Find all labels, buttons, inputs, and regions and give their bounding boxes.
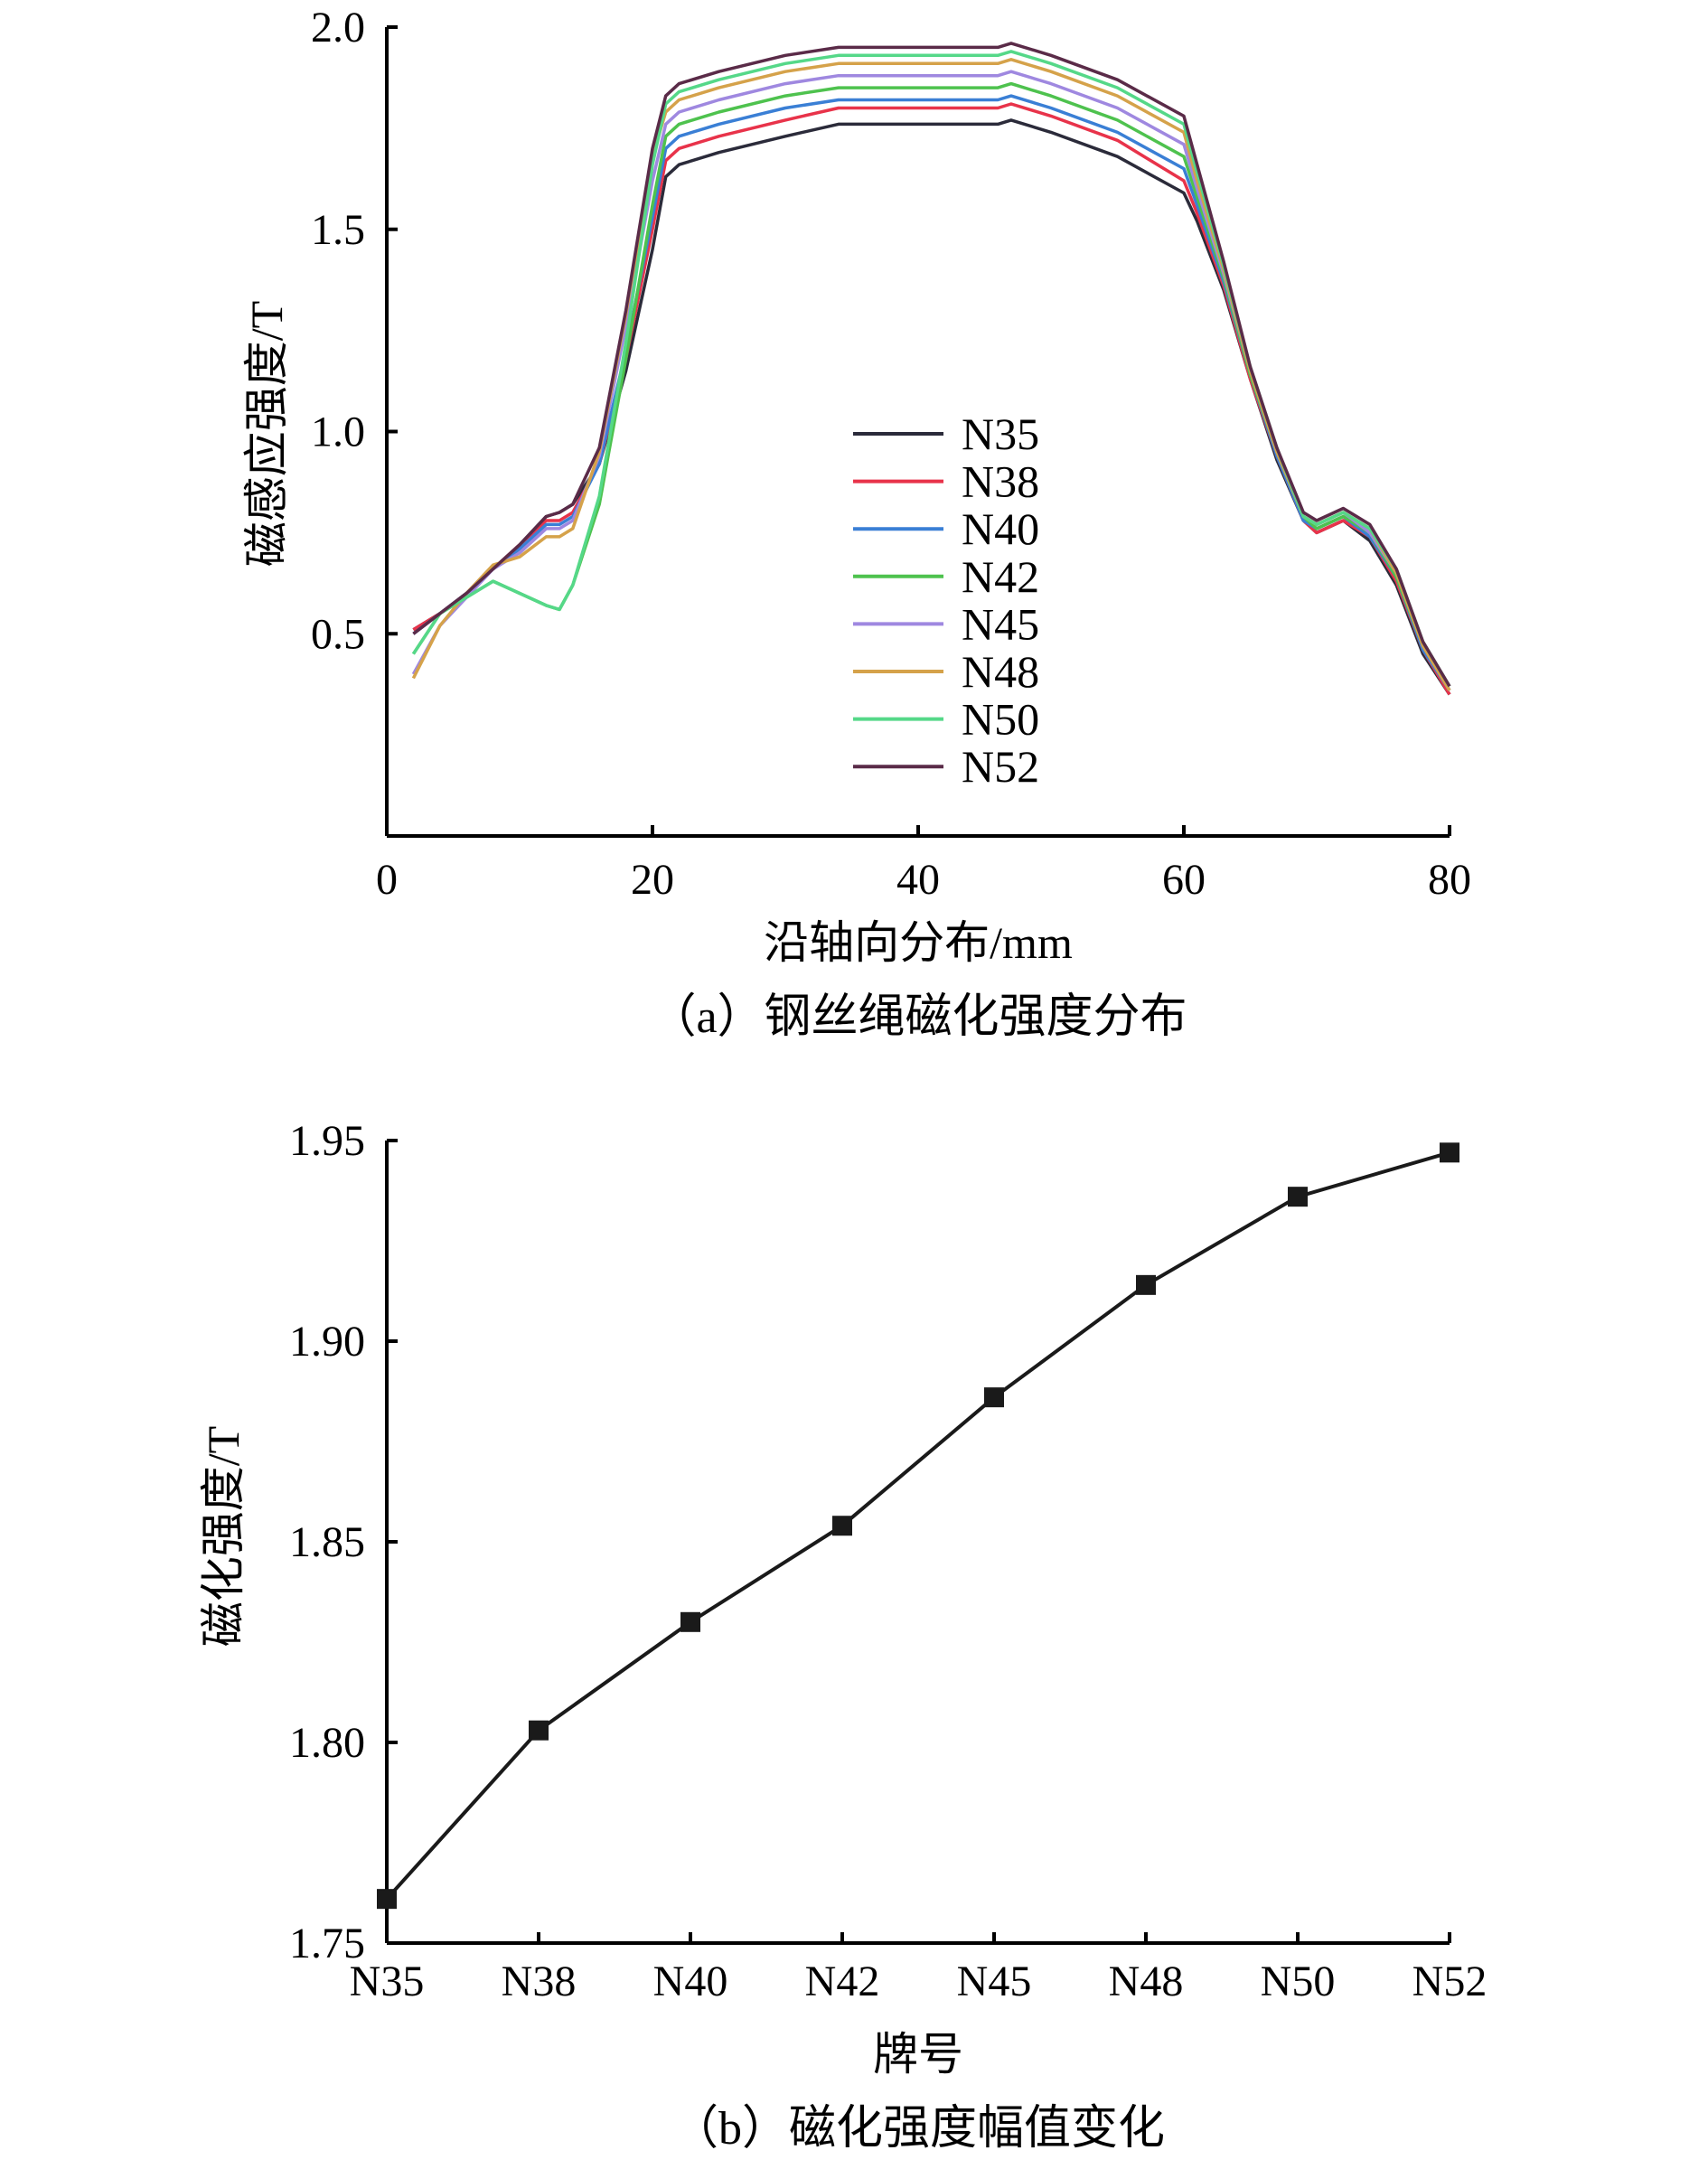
chart-b-x-tick-label-n52: N52 <box>1412 1958 1487 2005</box>
chart-a-y-tick-label: 1.5 <box>311 206 365 254</box>
chart-a-x-tick-label: 20 <box>631 856 674 904</box>
chart-b-y-tick-label: 1.95 <box>289 1117 365 1165</box>
chart-b-data-point-n52 <box>1440 1142 1459 1163</box>
chart-a-series-line-n38 <box>412 102 1451 696</box>
chart-b-x-tick-label-n40: N40 <box>653 1958 728 2005</box>
chart-a-y-ticks: 0.5 1.0 1.5 2.0 <box>311 4 398 658</box>
chart-b-x-tick-label-n35: N35 <box>350 1958 425 2005</box>
chart-b-x-tick-label-n50: N50 <box>1261 1958 1336 2005</box>
chart-a-series-line-n50 <box>411 50 1451 688</box>
chart-b-x-ticks: N35 N38 N40 N42 N45 N48 N50 N52 <box>350 1932 1487 2005</box>
chart-a-y-tick-label: 2.0 <box>311 4 365 52</box>
chart-a-series-line-n42 <box>411 81 1451 691</box>
chart-b-y-axis-title: 磁化强度/T <box>198 1426 249 1647</box>
chart-b-data-point-n42 <box>832 1516 852 1536</box>
chart-a-series-line-n40 <box>412 94 1451 691</box>
chart-b-y-tick-label: 1.90 <box>289 1318 365 1366</box>
chart-a-series-line-n52 <box>412 42 1451 688</box>
chart-a-magnetic-flux-distribution: 0.51.01.52.0 0 20 40 60 80 磁感应强度/T 沿轴向分布/mm … <box>241 4 1471 1043</box>
chart-b-x-tick-label-n42: N42 <box>805 1958 880 2005</box>
chart-b-caption: （b）磁化强度幅值变化 <box>671 2103 1165 2155</box>
chart-a-y-tick-label: 0.5 <box>311 610 365 658</box>
chart-a-x-tick-label: 80 <box>1428 856 1471 904</box>
chart-b-x-tick-label-n48: N48 <box>1109 1958 1184 2005</box>
chart-a-x-tick-label: 60 <box>1162 856 1206 904</box>
chart-b-data-point-n50 <box>1288 1187 1308 1207</box>
chart-a-x-tick-label: 40 <box>896 856 940 904</box>
chart-a-x-tick-label: 0 <box>376 856 398 904</box>
chart-b-data-point-n40 <box>680 1611 700 1632</box>
chart-a-legend-label-n50: N50 <box>962 694 1039 745</box>
chart-a-legend-label-n45: N45 <box>962 598 1039 649</box>
chart-a-x-axis-title: 沿轴向分布/mm <box>764 917 1073 968</box>
chart-a-legend-label-n40: N40 <box>962 503 1039 554</box>
chart-a-series-line-n45 <box>411 70 1451 691</box>
chart-a-legend-label-n42: N42 <box>962 551 1039 602</box>
chart-b-y-tick-label: 1.85 <box>289 1518 365 1566</box>
chart-b-data-point-n35 <box>377 1889 397 1910</box>
chart-a-series-group <box>411 42 1451 696</box>
chart-a-caption: （a）钢丝绳磁化强度分布 <box>649 991 1187 1043</box>
chart-b-data-point-n45 <box>984 1387 1004 1408</box>
chart-b-x-tick-label-n45: N45 <box>957 1958 1032 2005</box>
chart-a-x-ticks: 0 20 40 60 80 <box>376 825 1471 904</box>
chart-b-x-tick-label-n38: N38 <box>502 1958 577 2005</box>
chart-b-data-point-n48 <box>1136 1274 1156 1295</box>
chart-b-series-line <box>385 1150 1450 1901</box>
chart-b-y-tick-label: 1.75 <box>289 1920 365 1967</box>
chart-b-y-ticks: 1.75 1.80 1.85 1.90 1.95 <box>289 1117 398 1967</box>
chart-a-series-line-n35 <box>412 118 1451 696</box>
chart-b-magnetization-amplitude: 1.751.801.851.901.95 N35 N38 N40 N42 N45 N48 N… <box>198 1117 1487 2155</box>
chart-b-series-group <box>377 1142 1459 1910</box>
chart-b-data-point-n38 <box>529 1720 549 1741</box>
chart-a-y-axis-title: 磁感应强度/T <box>241 301 292 567</box>
chart-a-legend-label-n35: N35 <box>962 408 1039 459</box>
chart-a-legend-label-n38: N38 <box>962 456 1039 507</box>
chart-a-legend-label-n52: N52 <box>962 741 1039 792</box>
chart-b-x-axis-title: 牌号 <box>873 2029 963 2080</box>
chart-a-legend-label-n48: N48 <box>962 646 1039 697</box>
chart-a-y-tick-label: 1.0 <box>311 408 365 456</box>
chart-b-y-tick-label: 1.80 <box>289 1719 365 1767</box>
